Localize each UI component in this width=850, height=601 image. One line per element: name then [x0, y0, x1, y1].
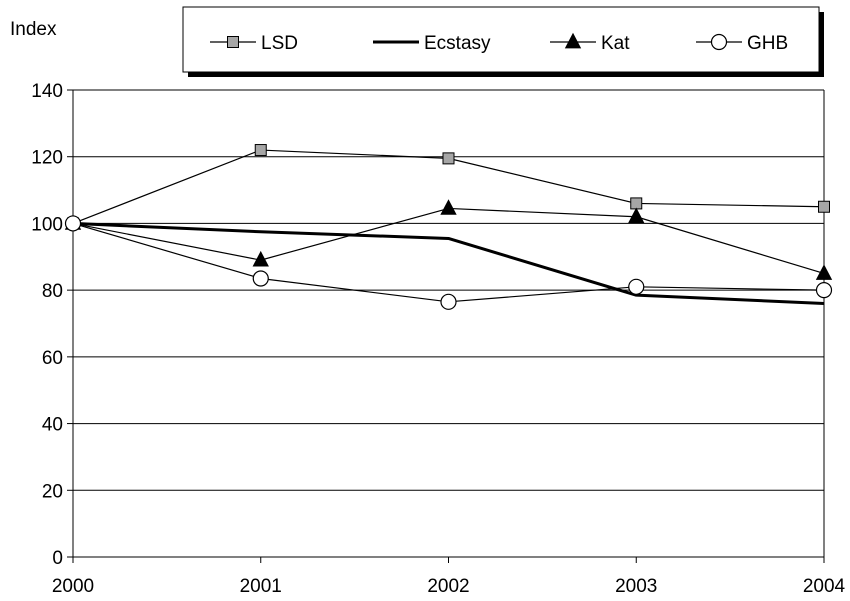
y-tick-label: 40 [42, 415, 63, 436]
y-tick-label: 140 [31, 81, 63, 102]
y-tick-label: 60 [42, 348, 63, 369]
data-point-ghb-2001 [252, 270, 269, 287]
series-markers [64, 144, 833, 310]
data-point-kat-2003 [628, 207, 645, 224]
series-lines [72, 149, 825, 305]
data-point-ghb-2003 [628, 278, 645, 295]
data-point-ghb-2002 [440, 293, 457, 310]
series-line-kat [72, 207, 825, 275]
y-tick-label: 100 [31, 214, 63, 235]
gridlines [73, 89, 824, 491]
y-axis-label: Index [10, 19, 57, 40]
y-tick-label: 20 [42, 481, 63, 502]
x-tick-label: 2003 [615, 576, 657, 596]
data-point-kat-2002 [440, 199, 457, 215]
x-tick-label: 2004 [803, 576, 846, 596]
axis-ticks: 0 20 40 60 80 100 120 140 2000 2001 2002 2003 2004 [31, 81, 846, 597]
legend-label-kat: Kat [601, 33, 630, 54]
data-point-lsd-2004 [818, 200, 830, 213]
legend-label-lsd: LSD [261, 33, 298, 54]
data-point-ghb-2004 [815, 282, 833, 299]
legend-marker-kat [564, 32, 582, 49]
data-point-kat-2001 [252, 250, 269, 267]
x-tick-label: 2001 [240, 576, 282, 596]
legend-items: LSD Ecstasy Kat GHB [210, 32, 788, 54]
data-point-kat-2004 [815, 264, 833, 280]
legend-marker-lsd [227, 36, 239, 48]
y-tick-label: 120 [31, 148, 63, 169]
legend: LSD Ecstasy Kat GHB [182, 6, 824, 77]
series-line-ecstasy [72, 221, 825, 305]
y-tick-label: 80 [42, 281, 63, 302]
y-tick-label: 0 [52, 548, 63, 569]
data-point-lsd-2003 [630, 197, 643, 210]
legend-label-ecstasy: Ecstasy [424, 33, 491, 54]
legend-marker-ghb [710, 33, 728, 51]
data-point-lsd-2002 [442, 152, 455, 165]
legend-label-ghb: GHB [747, 33, 788, 54]
data-point-lsd-2001 [254, 144, 267, 157]
x-tick-label: 2002 [427, 576, 469, 596]
x-tick-label: 2000 [52, 576, 94, 596]
data-point-ghb-2000 [64, 215, 82, 232]
